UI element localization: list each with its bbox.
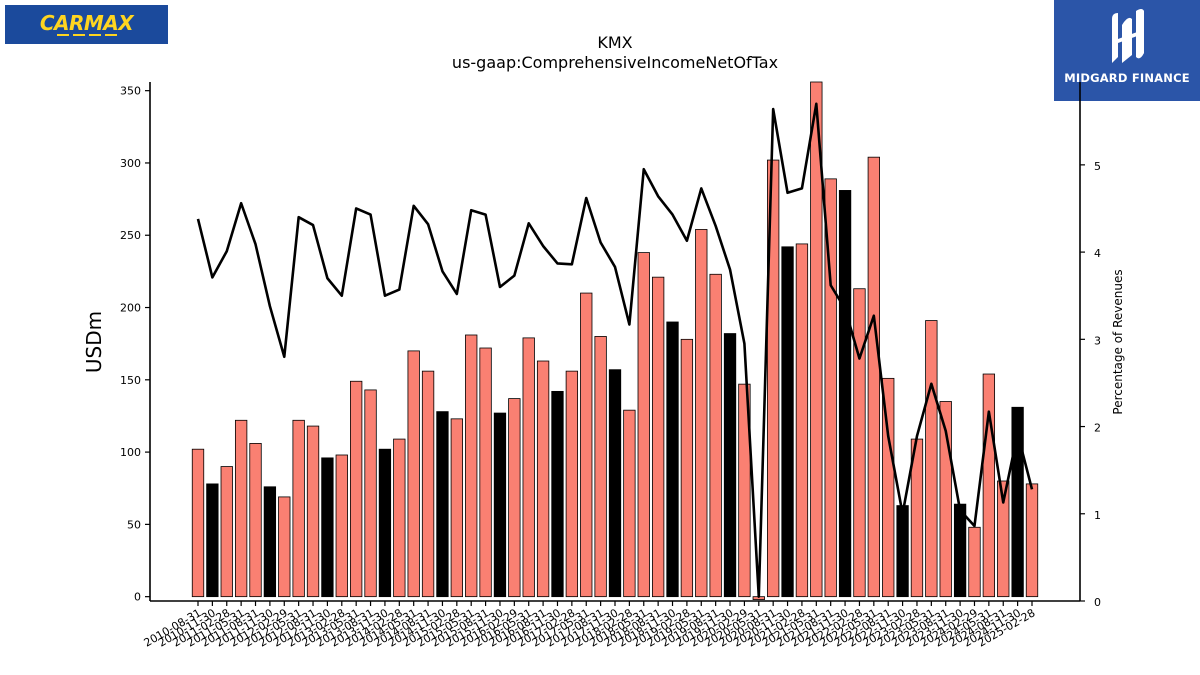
carmax-logo-dashes: [56, 34, 117, 36]
bar: [767, 159, 780, 598]
bar: [263, 486, 277, 598]
bar: [580, 292, 593, 598]
bar: [407, 350, 420, 598]
midgard-finance-wordmark: MIDGARD FINANCE: [1064, 71, 1190, 85]
y2-tick-label: 3: [1094, 334, 1101, 347]
bar: [824, 178, 837, 598]
bar: [421, 370, 435, 598]
bar: [450, 418, 463, 598]
bar: [522, 337, 535, 598]
bar: [364, 389, 377, 598]
carmax-logo: CARMAX: [5, 5, 168, 44]
y-tick-label: 250: [120, 229, 141, 242]
bar: [695, 229, 708, 598]
y-tick-label: 200: [120, 302, 141, 315]
y2-tick-label: 1: [1094, 509, 1101, 522]
y-tick-label: 0: [134, 591, 141, 604]
bar: [350, 380, 363, 598]
bar: [565, 370, 579, 598]
bar: [321, 457, 334, 598]
bar: [335, 454, 348, 598]
bar: [680, 338, 694, 598]
bar: [249, 443, 262, 598]
bar: [953, 503, 967, 598]
bar: [810, 81, 823, 598]
y2-tick-label: 4: [1094, 247, 1101, 260]
y-tick-label: 100: [120, 446, 141, 459]
bar: [781, 246, 794, 598]
bar: [867, 156, 880, 598]
bar: [393, 438, 406, 598]
y2-axis-label: Percentage of Revenues: [1111, 269, 1125, 414]
bar: [493, 412, 507, 598]
bar: [738, 383, 751, 598]
y-tick-label: 150: [120, 374, 141, 387]
bar: [479, 347, 492, 598]
y2-tick-label: 0: [1094, 596, 1101, 609]
bar: [623, 409, 636, 598]
y2-tick-label: 2: [1094, 422, 1101, 435]
bar: [306, 425, 320, 598]
y-tick-label: 50: [127, 518, 141, 531]
bar: [709, 273, 722, 598]
midgard-finance-logo: MIDGARD FINANCE: [1054, 0, 1200, 101]
bar: [939, 401, 952, 598]
bar: [997, 480, 1010, 598]
plot-area: 0501001502002503003500123452010-08-31201…: [120, 81, 1101, 650]
midgard-emblem-icon: [1112, 9, 1144, 63]
bar: [968, 526, 981, 598]
bar: [925, 320, 938, 598]
bar: [536, 360, 550, 598]
bar: [292, 419, 305, 598]
ratio-line: [196, 102, 1034, 598]
y-tick-label: 300: [120, 157, 141, 170]
bar: [637, 252, 650, 598]
bar: [608, 369, 622, 598]
bar: [220, 466, 233, 598]
bar: [853, 288, 866, 598]
bar: [795, 243, 809, 598]
chart-title: KMX: [597, 33, 632, 52]
bar: [551, 390, 564, 598]
bar: [436, 411, 449, 598]
y-axis-label: USDm: [82, 311, 106, 373]
bar: [465, 334, 478, 598]
bar: [651, 276, 665, 598]
y2-tick-label: 5: [1094, 160, 1101, 173]
bar: [234, 419, 248, 598]
bar: [206, 483, 219, 598]
bar: [378, 448, 392, 598]
bar: [838, 190, 852, 598]
bar: [882, 377, 895, 598]
bar: [1011, 406, 1024, 598]
bar: [508, 398, 521, 598]
bar: [896, 505, 909, 598]
carmax-logo-wordmark: CARMAX: [39, 11, 134, 35]
bar: [666, 321, 679, 598]
bar: [278, 496, 291, 598]
y-tick-label: 350: [120, 85, 141, 98]
bar: [982, 373, 996, 598]
bar: [723, 333, 737, 598]
bar: [191, 448, 205, 598]
chart-subtitle: us-gaap:ComprehensiveIncomeNetOfTax: [452, 53, 778, 72]
bar: [1025, 483, 1039, 598]
bar: [594, 336, 607, 598]
